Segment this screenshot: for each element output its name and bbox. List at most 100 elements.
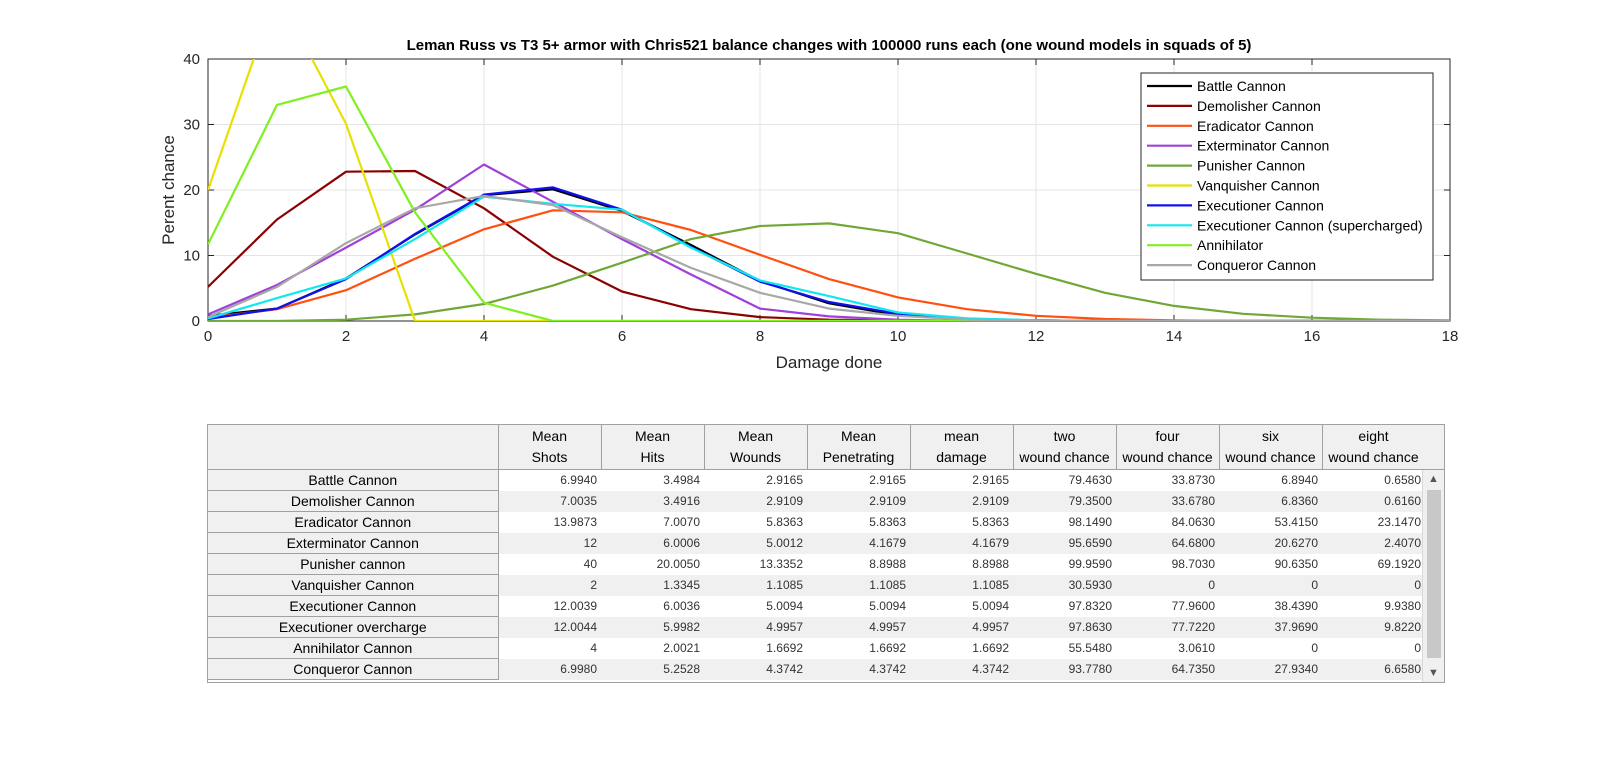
table-cell[interactable]: 4.3742 bbox=[704, 658, 807, 680]
table-cell[interactable]: 64.6800 bbox=[1116, 532, 1219, 554]
row-header[interactable]: Exterminator Cannon bbox=[208, 532, 499, 554]
table-cell[interactable]: 5.0012 bbox=[704, 532, 807, 554]
table-cell[interactable]: 77.9600 bbox=[1116, 595, 1219, 617]
table-row[interactable]: Punisher cannon 40 20.0050 13.3352 8.8988 8.8… bbox=[208, 553, 1425, 575]
table-cell[interactable]: 3.4916 bbox=[601, 490, 704, 512]
table-cell[interactable]: 4 bbox=[498, 637, 601, 659]
table-cell[interactable]: 40 bbox=[498, 553, 601, 575]
row-header[interactable]: Battle Cannon bbox=[208, 469, 499, 491]
table-cell[interactable]: 1.6692 bbox=[910, 637, 1013, 659]
table-cell[interactable]: 0.6580 bbox=[1322, 469, 1425, 491]
table-cell[interactable]: 64.7350 bbox=[1116, 658, 1219, 680]
table-cell[interactable]: 97.8320 bbox=[1013, 595, 1116, 617]
table-cell[interactable]: 5.0094 bbox=[910, 595, 1013, 617]
row-header[interactable]: Punisher cannon bbox=[208, 553, 499, 575]
table-cell[interactable]: 1.3345 bbox=[601, 574, 704, 596]
table-cell[interactable]: 23.1470 bbox=[1322, 511, 1425, 533]
table-cell[interactable]: 4.9957 bbox=[704, 616, 807, 638]
column-header[interactable]: Mean Penetrating bbox=[807, 425, 911, 470]
table-cell[interactable]: 79.4630 bbox=[1013, 469, 1116, 491]
table-cell[interactable]: 4.9957 bbox=[807, 616, 910, 638]
table-cell[interactable]: 2.9109 bbox=[704, 490, 807, 512]
table-cell[interactable]: 2.9165 bbox=[910, 469, 1013, 491]
table-cell[interactable]: 1.1085 bbox=[704, 574, 807, 596]
table-cell[interactable]: 5.8363 bbox=[704, 511, 807, 533]
table-row[interactable]: Demolisher Cannon 7.0035 3.4916 2.9109 2.910… bbox=[208, 490, 1425, 512]
row-header[interactable]: Annihilator Cannon bbox=[208, 637, 499, 659]
table-cell[interactable]: 20.0050 bbox=[601, 553, 704, 575]
table-cell[interactable]: 77.7220 bbox=[1116, 616, 1219, 638]
table-cell[interactable]: 5.9982 bbox=[601, 616, 704, 638]
row-header[interactable]: Executioner Cannon bbox=[208, 595, 499, 617]
table-cell[interactable]: 2.0021 bbox=[601, 637, 704, 659]
row-header[interactable]: Eradicator Cannon bbox=[208, 511, 499, 533]
column-header[interactable]: four wound chance bbox=[1116, 425, 1220, 470]
table-cell[interactable]: 0.6160 bbox=[1322, 490, 1425, 512]
table-cell[interactable]: 20.6270 bbox=[1219, 532, 1322, 554]
table-row[interactable]: Annihilator Cannon 4 2.0021 1.6692 1.6692 1.6… bbox=[208, 637, 1425, 659]
table-cell[interactable]: 33.8730 bbox=[1116, 469, 1219, 491]
table-cell[interactable]: 2 bbox=[498, 574, 601, 596]
table-cell[interactable]: 2.9109 bbox=[807, 490, 910, 512]
table-cell[interactable]: 6.8940 bbox=[1219, 469, 1322, 491]
table-cell[interactable]: 4.1679 bbox=[807, 532, 910, 554]
column-header[interactable]: two wound chance bbox=[1013, 425, 1117, 470]
table-cell[interactable]: 0 bbox=[1219, 574, 1322, 596]
table-cell[interactable]: 99.9590 bbox=[1013, 553, 1116, 575]
table-cell[interactable]: 3.4984 bbox=[601, 469, 704, 491]
table-cell[interactable]: 97.8630 bbox=[1013, 616, 1116, 638]
table-cell[interactable]: 12.0039 bbox=[498, 595, 601, 617]
table-cell[interactable]: 8.8988 bbox=[910, 553, 1013, 575]
table-cell[interactable]: 12.0044 bbox=[498, 616, 601, 638]
table-cell[interactable]: 79.3500 bbox=[1013, 490, 1116, 512]
table-cell[interactable]: 2.9165 bbox=[704, 469, 807, 491]
table-cell[interactable]: 4.1679 bbox=[910, 532, 1013, 554]
table-cell[interactable]: 30.5930 bbox=[1013, 574, 1116, 596]
column-header[interactable]: eight wound chance bbox=[1322, 425, 1426, 470]
table-cell[interactable]: 5.8363 bbox=[910, 511, 1013, 533]
table-cell[interactable]: 6.0036 bbox=[601, 595, 704, 617]
table-cell[interactable]: 84.0630 bbox=[1116, 511, 1219, 533]
table-cell[interactable]: 4.9957 bbox=[910, 616, 1013, 638]
table-cell[interactable]: 4.3742 bbox=[807, 658, 910, 680]
table-cell[interactable]: 95.6590 bbox=[1013, 532, 1116, 554]
chevron-up-icon[interactable]: ▲ bbox=[1428, 473, 1439, 485]
table-cell[interactable]: 1.6692 bbox=[807, 637, 910, 659]
table-cell[interactable]: 0 bbox=[1322, 574, 1425, 596]
table-row[interactable]: Battle Cannon 6.9940 3.4984 2.9165 2.9165 2.9… bbox=[208, 469, 1425, 491]
table-cell[interactable]: 55.5480 bbox=[1013, 637, 1116, 659]
table-cell[interactable]: 8.8988 bbox=[807, 553, 910, 575]
column-header[interactable]: Mean Shots bbox=[498, 425, 602, 470]
table-cell[interactable]: 5.0094 bbox=[704, 595, 807, 617]
table-cell[interactable]: 2.9109 bbox=[910, 490, 1013, 512]
table-cell[interactable]: 0 bbox=[1219, 637, 1322, 659]
table-cell[interactable]: 37.9690 bbox=[1219, 616, 1322, 638]
table-cell[interactable]: 1.6692 bbox=[704, 637, 807, 659]
table-cell[interactable]: 90.6350 bbox=[1219, 553, 1322, 575]
table-cell[interactable]: 9.9380 bbox=[1322, 595, 1425, 617]
table-cell[interactable]: 4.3742 bbox=[910, 658, 1013, 680]
table-row[interactable]: Executioner Cannon 12.0039 6.0036 5.0094 5.0… bbox=[208, 595, 1425, 617]
table-cell[interactable]: 38.4390 bbox=[1219, 595, 1322, 617]
table-cell[interactable]: 0 bbox=[1116, 574, 1219, 596]
scrollbar-thumb[interactable] bbox=[1427, 490, 1441, 658]
table-cell[interactable]: 5.2528 bbox=[601, 658, 704, 680]
table-cell[interactable]: 6.6580 bbox=[1322, 658, 1425, 680]
table-cell[interactable]: 53.4150 bbox=[1219, 511, 1322, 533]
table-cell[interactable]: 13.9873 bbox=[498, 511, 601, 533]
column-header[interactable]: six wound chance bbox=[1219, 425, 1323, 470]
table-cell[interactable]: 1.1085 bbox=[910, 574, 1013, 596]
table-cell[interactable]: 6.9980 bbox=[498, 658, 601, 680]
table-cell[interactable]: 6.0006 bbox=[601, 532, 704, 554]
chevron-down-icon[interactable]: ▼ bbox=[1428, 667, 1439, 679]
table-row[interactable]: Exterminator Cannon 12 6.0006 5.0012 4.1679 4… bbox=[208, 532, 1425, 554]
table-cell[interactable]: 7.0035 bbox=[498, 490, 601, 512]
table-cell[interactable]: 33.6780 bbox=[1116, 490, 1219, 512]
table-cell[interactable]: 27.9340 bbox=[1219, 658, 1322, 680]
table-row[interactable]: Vanquisher Cannon 2 1.3345 1.1085 1.1085 1.10… bbox=[208, 574, 1425, 596]
table-cell[interactable]: 93.7780 bbox=[1013, 658, 1116, 680]
table-cell[interactable]: 5.0094 bbox=[807, 595, 910, 617]
table-cell[interactable]: 3.0610 bbox=[1116, 637, 1219, 659]
table-cell[interactable]: 0 bbox=[1322, 637, 1425, 659]
table-cell[interactable]: 69.1920 bbox=[1322, 553, 1425, 575]
